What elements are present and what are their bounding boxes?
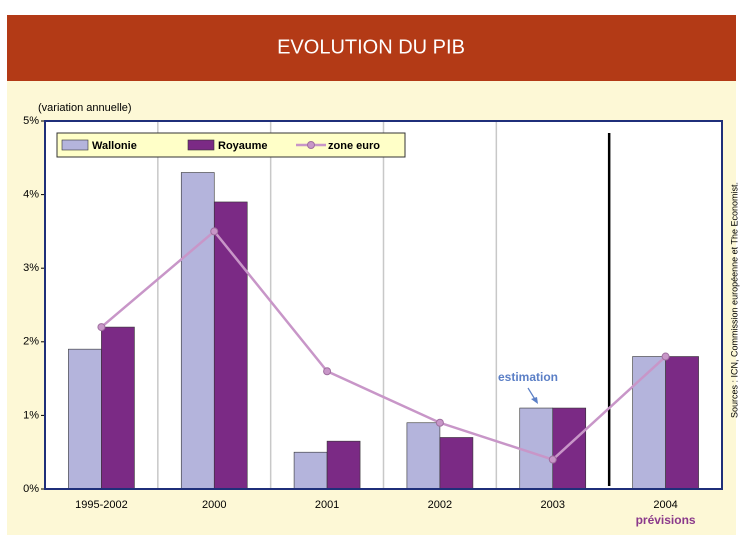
line-point xyxy=(435,418,444,427)
header-bar xyxy=(7,15,736,81)
bar xyxy=(519,407,554,490)
bar xyxy=(406,422,441,490)
y-axis-label: (variation annuelle) xyxy=(38,102,132,114)
bar xyxy=(213,201,248,490)
y-tick-label: 3% xyxy=(23,262,39,274)
legend-swatch xyxy=(187,139,215,151)
line-point xyxy=(548,455,557,464)
legend-label: Wallonie xyxy=(92,140,137,152)
line-series xyxy=(100,229,667,461)
bar xyxy=(439,437,474,490)
legend-swatch xyxy=(61,139,89,151)
bar xyxy=(632,356,666,490)
bar xyxy=(326,440,361,490)
legend-swatch-point xyxy=(307,141,315,149)
plot-border xyxy=(44,120,723,490)
x-tick-label: 2002 xyxy=(428,499,452,511)
annotation: estimation xyxy=(498,370,558,384)
x-tick-label: 2000 xyxy=(202,499,226,511)
y-tick-label: 0% xyxy=(23,483,39,495)
y-tick-label: 2% xyxy=(23,336,39,348)
line-point xyxy=(661,352,670,361)
bar xyxy=(665,356,699,490)
x-tick-label: 1995-2002 xyxy=(75,499,128,511)
annotation-arrowhead xyxy=(531,397,538,404)
bar xyxy=(552,407,587,490)
line-point xyxy=(323,367,332,376)
legend-label: Royaume xyxy=(218,140,268,152)
y-tick-label: 5% xyxy=(23,115,39,127)
bar xyxy=(180,172,215,490)
chart-title: EVOLUTION DU PIB xyxy=(277,36,465,58)
bar xyxy=(293,451,328,490)
y-tick-label: 1% xyxy=(23,409,39,421)
bar xyxy=(68,348,102,490)
line-point xyxy=(97,323,106,332)
line-point xyxy=(210,227,219,236)
legend-label: zone euro xyxy=(328,140,380,152)
x-tick-label: 2004 xyxy=(653,499,677,511)
annotation: prévisions xyxy=(636,513,696,527)
source: Sources : ICN, Commission européenne et … xyxy=(729,182,739,418)
x-tick-label: 2003 xyxy=(541,499,565,511)
legend-box xyxy=(56,132,406,158)
x-tick-label: 2001 xyxy=(315,499,339,511)
bar xyxy=(101,326,135,490)
y-tick-label: 4% xyxy=(23,189,39,201)
